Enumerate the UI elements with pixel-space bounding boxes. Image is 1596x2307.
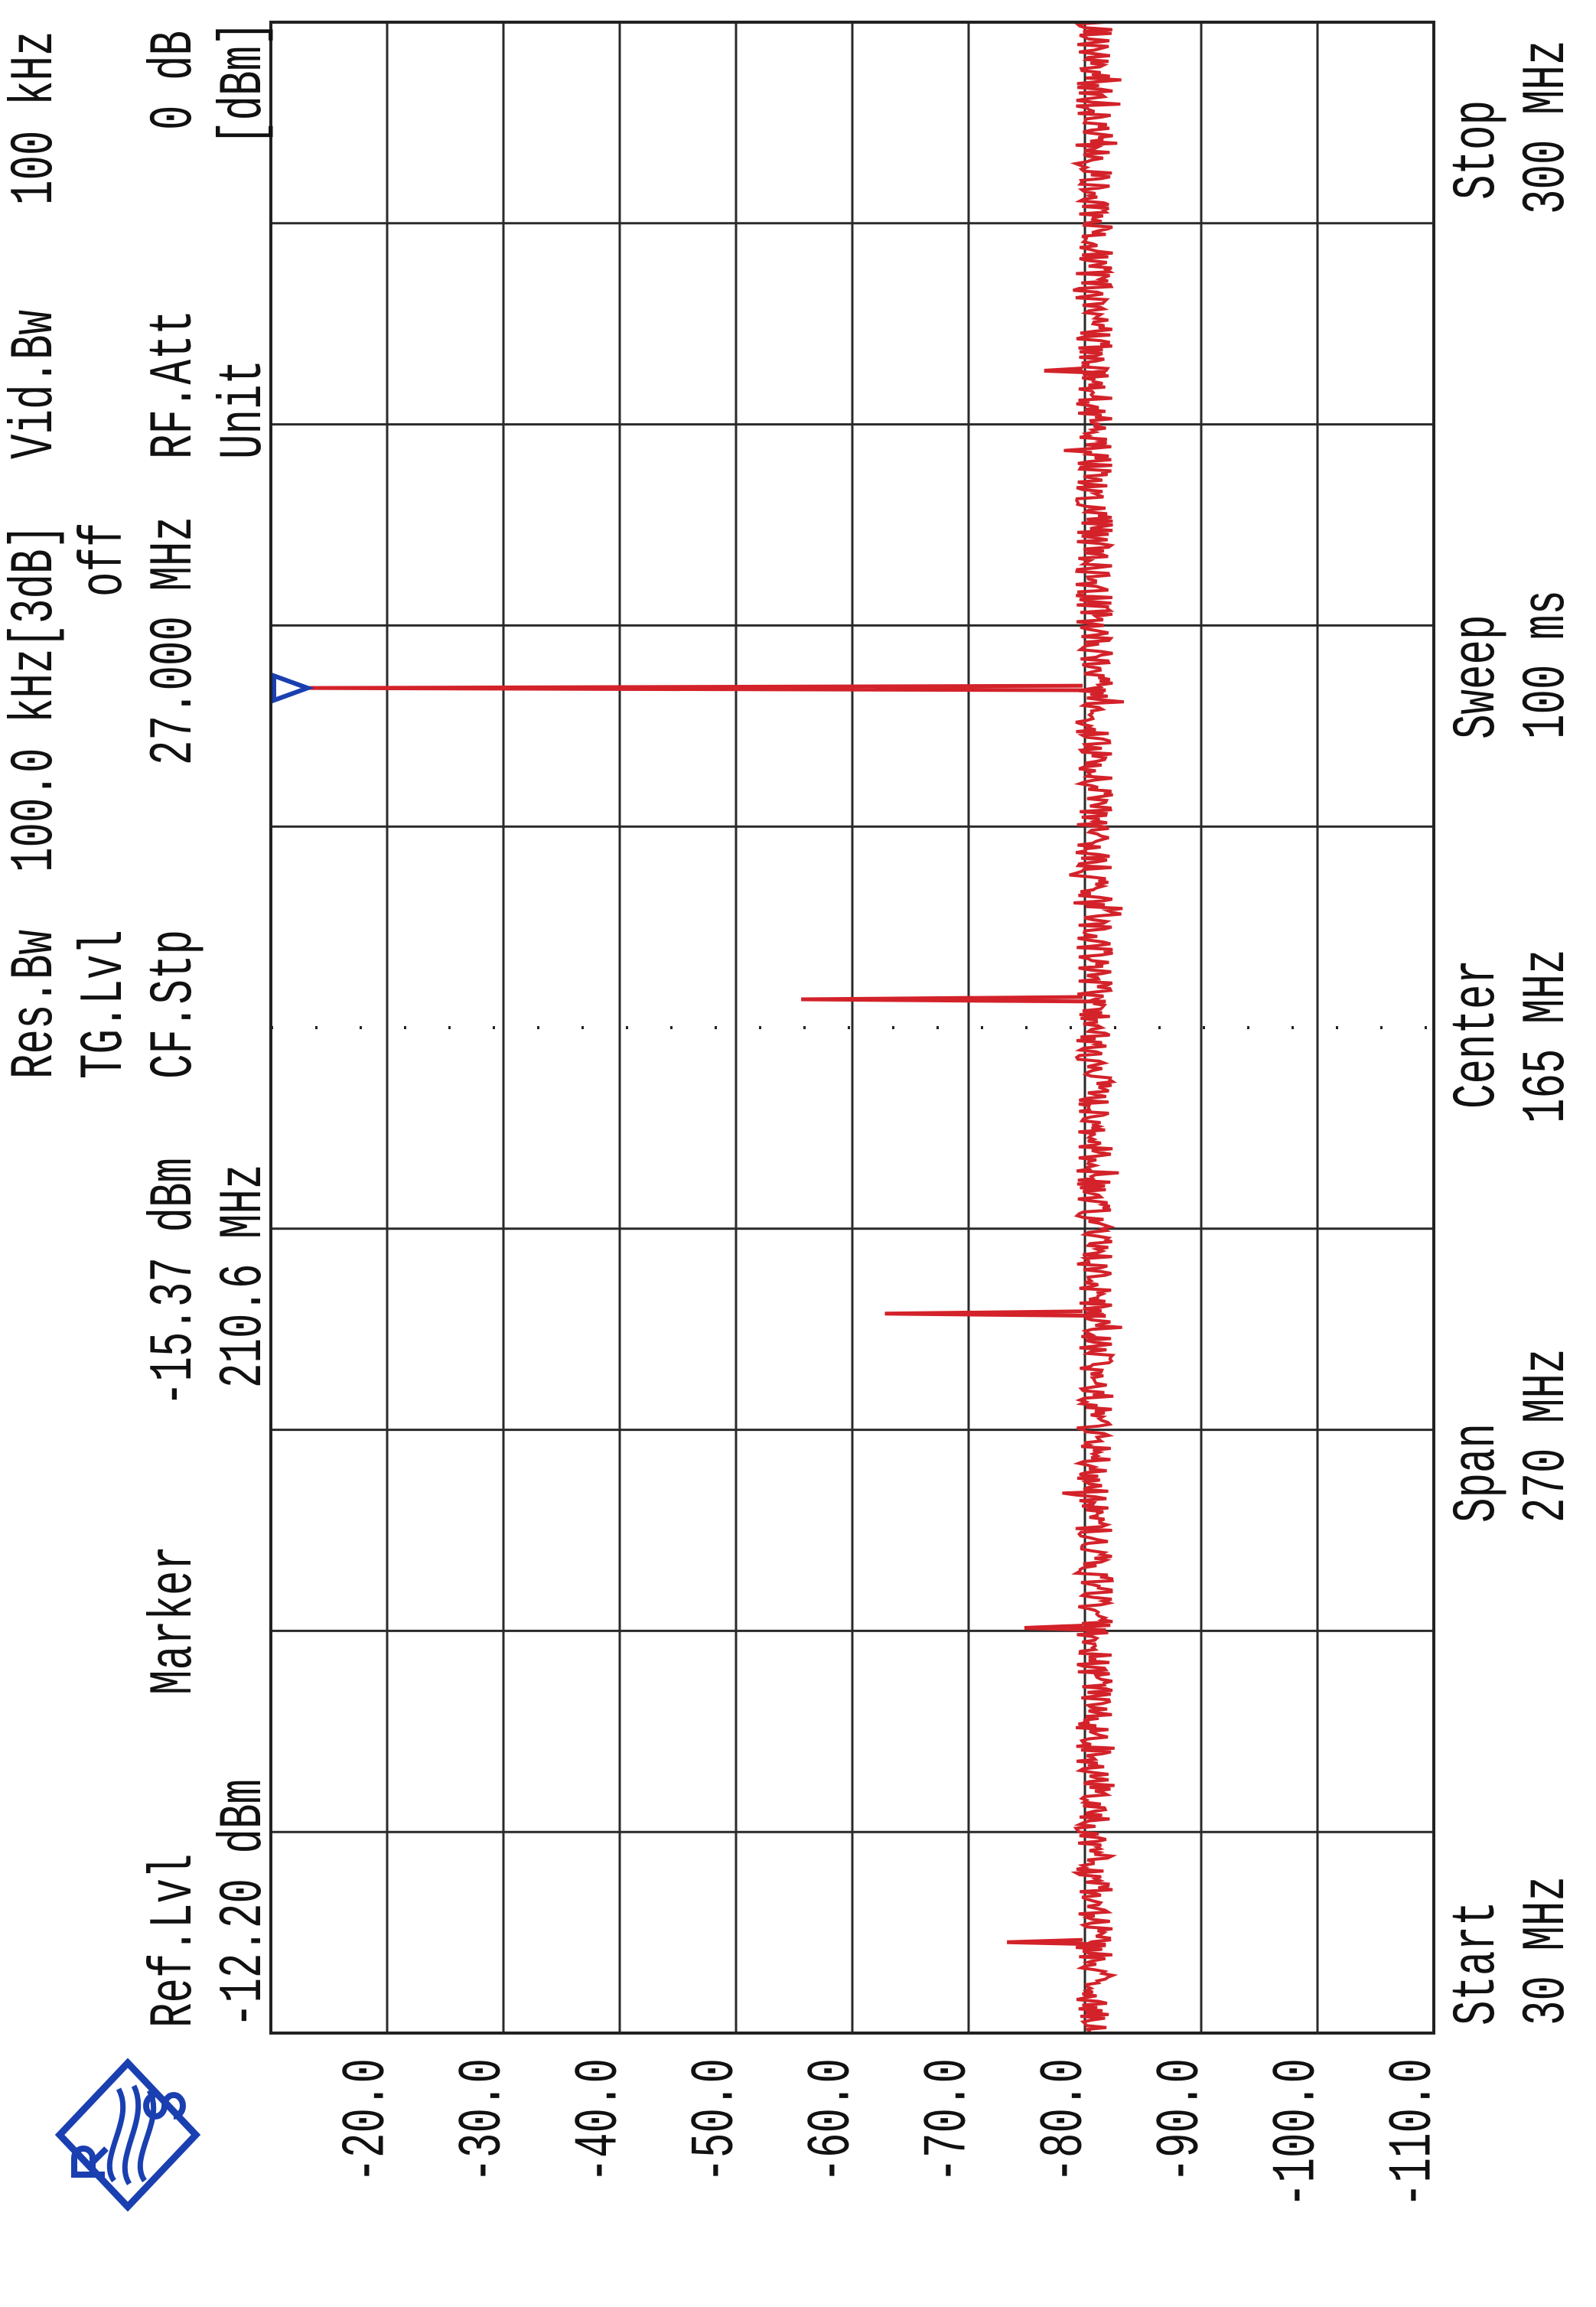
y-axis-ticks: -20.0 -30.0 -40.0 -50.0 -60.0 -70.0 -80.0 -90.0… [333, 2058, 1449, 2208]
cf-stp-label: CF.Stp [140, 930, 210, 1079]
spectrum-peak [801, 995, 1106, 1004]
ref-lvl-label: Ref.Lvl [140, 1854, 210, 2028]
res-bw-value: 100.0 kHz[3dB] [1, 524, 70, 872]
span-value: 270 MHz [1513, 1349, 1582, 1523]
rf-att-label: RF.Att [140, 310, 210, 459]
spectrum-trace [308, 21, 1125, 2034]
sweep-label: Sweep [1443, 615, 1513, 740]
y-tick-label: -100.0 [1263, 2058, 1333, 2208]
y-tick-label: -20.0 [333, 2058, 402, 2183]
ref-lvl-value: -12.20 dBm [210, 1779, 279, 2028]
start-label: Start [1443, 1901, 1513, 2026]
marker-level: -15.37 dBm [140, 1158, 210, 1406]
plot-grid [271, 22, 1434, 2033]
y-tick-label: -90.0 [1147, 2058, 1217, 2183]
y-tick-label: -60.0 [798, 2058, 868, 2183]
rohde-schwarz-logo [54, 2058, 201, 2212]
y-tick-label: -40.0 [565, 2058, 635, 2183]
tg-lvl-value: off [70, 523, 140, 598]
cf-stp-value: 27.000 MHz [140, 516, 210, 765]
spectrum-peak [1024, 1624, 1106, 1633]
spectrum-peak [884, 1309, 1106, 1318]
unit-value: [dBm] [210, 21, 279, 146]
plot-frame [269, 21, 1435, 2035]
y-tick-label: -80.0 [1031, 2058, 1100, 2183]
marker-label: Marker [140, 1546, 210, 1695]
sweep-value: 100 ms [1513, 590, 1582, 739]
center-label: Center [1443, 960, 1513, 1109]
start-value: 30 MHz [1513, 1876, 1582, 2025]
res-bw-label: Res.Bw [1, 930, 70, 1079]
vid-bw-label: Vid.Bw [1, 310, 70, 459]
y-tick-label: -50.0 [682, 2058, 751, 2183]
marker-frequency: 210.6 MHz [210, 1165, 279, 1389]
unit-label: Unit [210, 360, 279, 459]
center-value: 165 MHz [1513, 950, 1582, 1124]
noise-floor-trace [1062, 21, 1125, 2034]
stop-label: Stop [1443, 100, 1513, 200]
y-tick-label: -70.0 [914, 2058, 984, 2183]
spectrum-peak [1044, 367, 1106, 376]
spectrum-peak [308, 683, 1106, 692]
y-tick-label: -110.0 [1379, 2058, 1449, 2208]
rf-att-value: 0 dB [140, 31, 210, 130]
vid-bw-value: 100 kHz [1, 31, 70, 206]
spectrum-peak [1007, 1937, 1106, 1947]
tg-lvl-label: TG.Lvl [70, 930, 140, 1079]
span-label: Span [1443, 1423, 1513, 1523]
y-tick-label: -30.0 [449, 2058, 519, 2183]
marker-triangle-icon [272, 672, 314, 704]
stop-value: 300 MHz [1513, 41, 1582, 215]
